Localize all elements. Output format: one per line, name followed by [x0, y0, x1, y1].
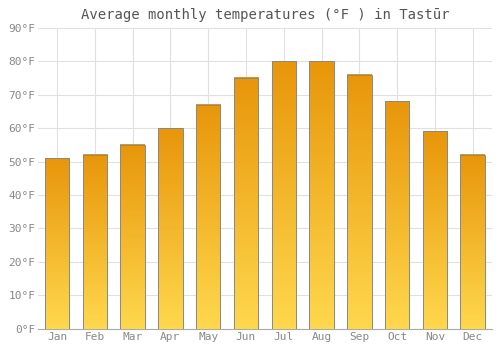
Bar — [120, 145, 145, 329]
Bar — [385, 101, 409, 329]
Bar — [44, 158, 70, 329]
Bar — [460, 155, 485, 329]
Bar — [272, 61, 296, 329]
Bar — [158, 128, 182, 329]
Bar — [234, 78, 258, 329]
Bar — [422, 131, 448, 329]
Bar — [196, 105, 220, 329]
Bar — [310, 61, 334, 329]
Bar — [82, 155, 107, 329]
Title: Average monthly temperatures (°F ) in Tastūr: Average monthly temperatures (°F ) in Ta… — [80, 8, 449, 22]
Bar — [347, 75, 372, 329]
